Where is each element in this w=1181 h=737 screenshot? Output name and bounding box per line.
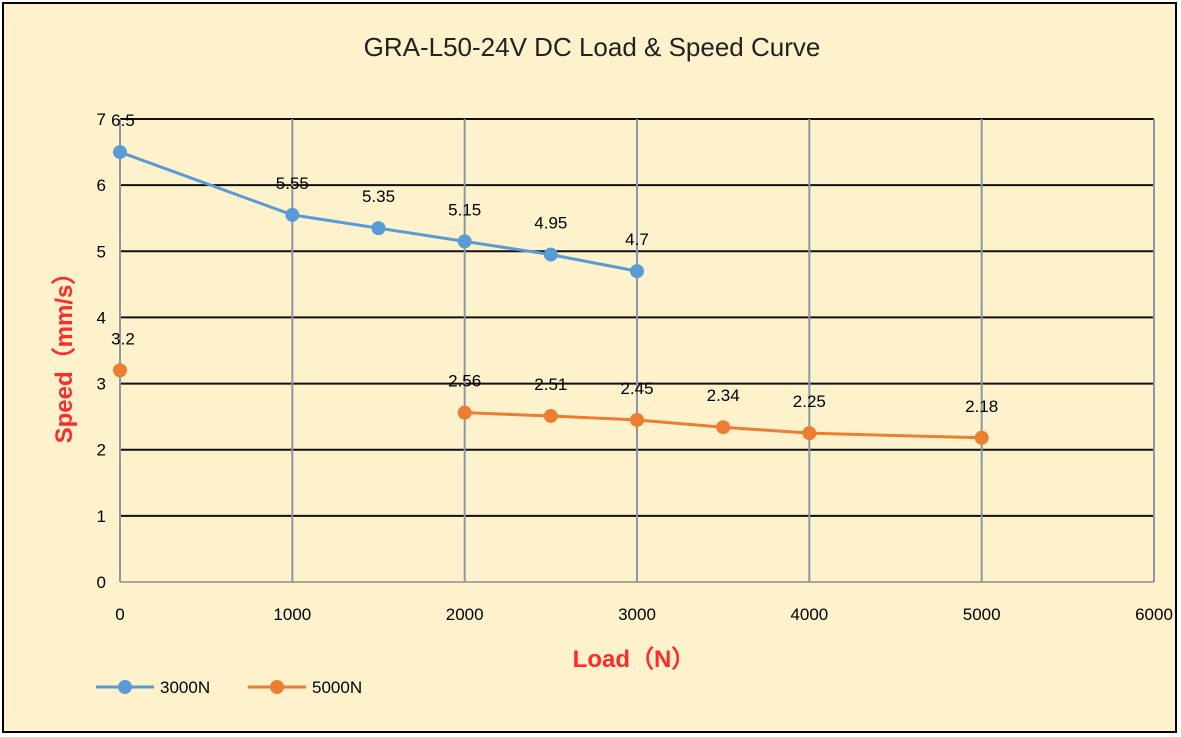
data-label: 5.55	[276, 174, 309, 193]
x-tick-label: 1000	[273, 605, 311, 624]
legend-label: 3000N	[160, 678, 210, 697]
series-3000N	[113, 145, 644, 279]
data-label: 2.25	[793, 392, 826, 411]
y-tick-label: 2	[97, 441, 106, 460]
data-point	[802, 426, 817, 441]
y-tick-label: 0	[97, 573, 106, 592]
data-label: 4.7	[625, 230, 649, 249]
y-tick-label: 5	[97, 242, 106, 261]
legend-item: 3000N	[96, 678, 210, 697]
y-tick-label: 6	[97, 176, 106, 195]
x-axis-label: Load（N）	[573, 646, 696, 673]
data-label: 6.5	[111, 111, 135, 130]
y-tick-label: 1	[97, 507, 106, 526]
data-point	[457, 234, 472, 249]
y-tick-label: 7	[97, 110, 106, 129]
y-axis-label: Speed（mm/s）	[51, 261, 78, 444]
data-point	[285, 207, 300, 222]
data-label: 5.15	[448, 200, 481, 219]
tick-labels: 0 1 2 3 4 5 6 7 0 1000 2000 3000 4000 5000 6000	[97, 110, 1173, 624]
data-label: 2.34	[707, 386, 740, 405]
legend: 3000N 5000N	[96, 678, 362, 697]
x-tick-label: 2000	[446, 605, 484, 624]
data-point	[716, 420, 731, 435]
data-label: 2.56	[448, 372, 481, 391]
legend-marker	[270, 680, 284, 694]
data-label: 5.35	[362, 187, 395, 206]
data-label: 3.2	[111, 329, 135, 348]
series-5000N	[113, 363, 989, 445]
y-tick-label: 3	[97, 375, 106, 394]
series-line	[464, 411, 982, 440]
data-point	[630, 264, 644, 279]
data-label: 2.18	[965, 397, 998, 416]
series-layer	[113, 145, 989, 445]
data-point	[371, 221, 386, 236]
chart-title: GRA-L50-24V DC Load & Speed Curve	[364, 32, 821, 62]
data-label: 2.51	[534, 375, 567, 394]
x-tick-label: 5000	[963, 605, 1001, 624]
data-point	[457, 405, 472, 420]
legend-item: 5000N	[248, 678, 362, 697]
legend-marker	[118, 680, 132, 694]
series-line	[119, 150, 638, 273]
x-tick-label: 0	[115, 605, 124, 624]
grid	[119, 118, 1155, 583]
data-point	[630, 412, 644, 427]
data-point	[543, 408, 558, 423]
data-point	[543, 247, 558, 262]
y-tick-label: 4	[97, 308, 106, 327]
x-tick-label: 3000	[618, 605, 656, 624]
data-label: 4.95	[534, 214, 567, 233]
data-labels: 6.5 5.55 5.35 5.15 4.95 4.7 3.2 2.56 2.51 2.45 2.3…	[111, 111, 998, 416]
data-point	[113, 145, 127, 160]
legend-label: 5000N	[312, 678, 362, 697]
data-point	[974, 430, 989, 445]
data-point	[113, 363, 127, 378]
chart-svg: GRA-L50-24V DC Load & Speed Curve 0 1 2 3 4 5…	[51, 32, 1173, 697]
data-label: 2.45	[620, 379, 653, 398]
x-tick-label: 4000	[790, 605, 828, 624]
x-tick-label: 6000	[1135, 605, 1173, 624]
